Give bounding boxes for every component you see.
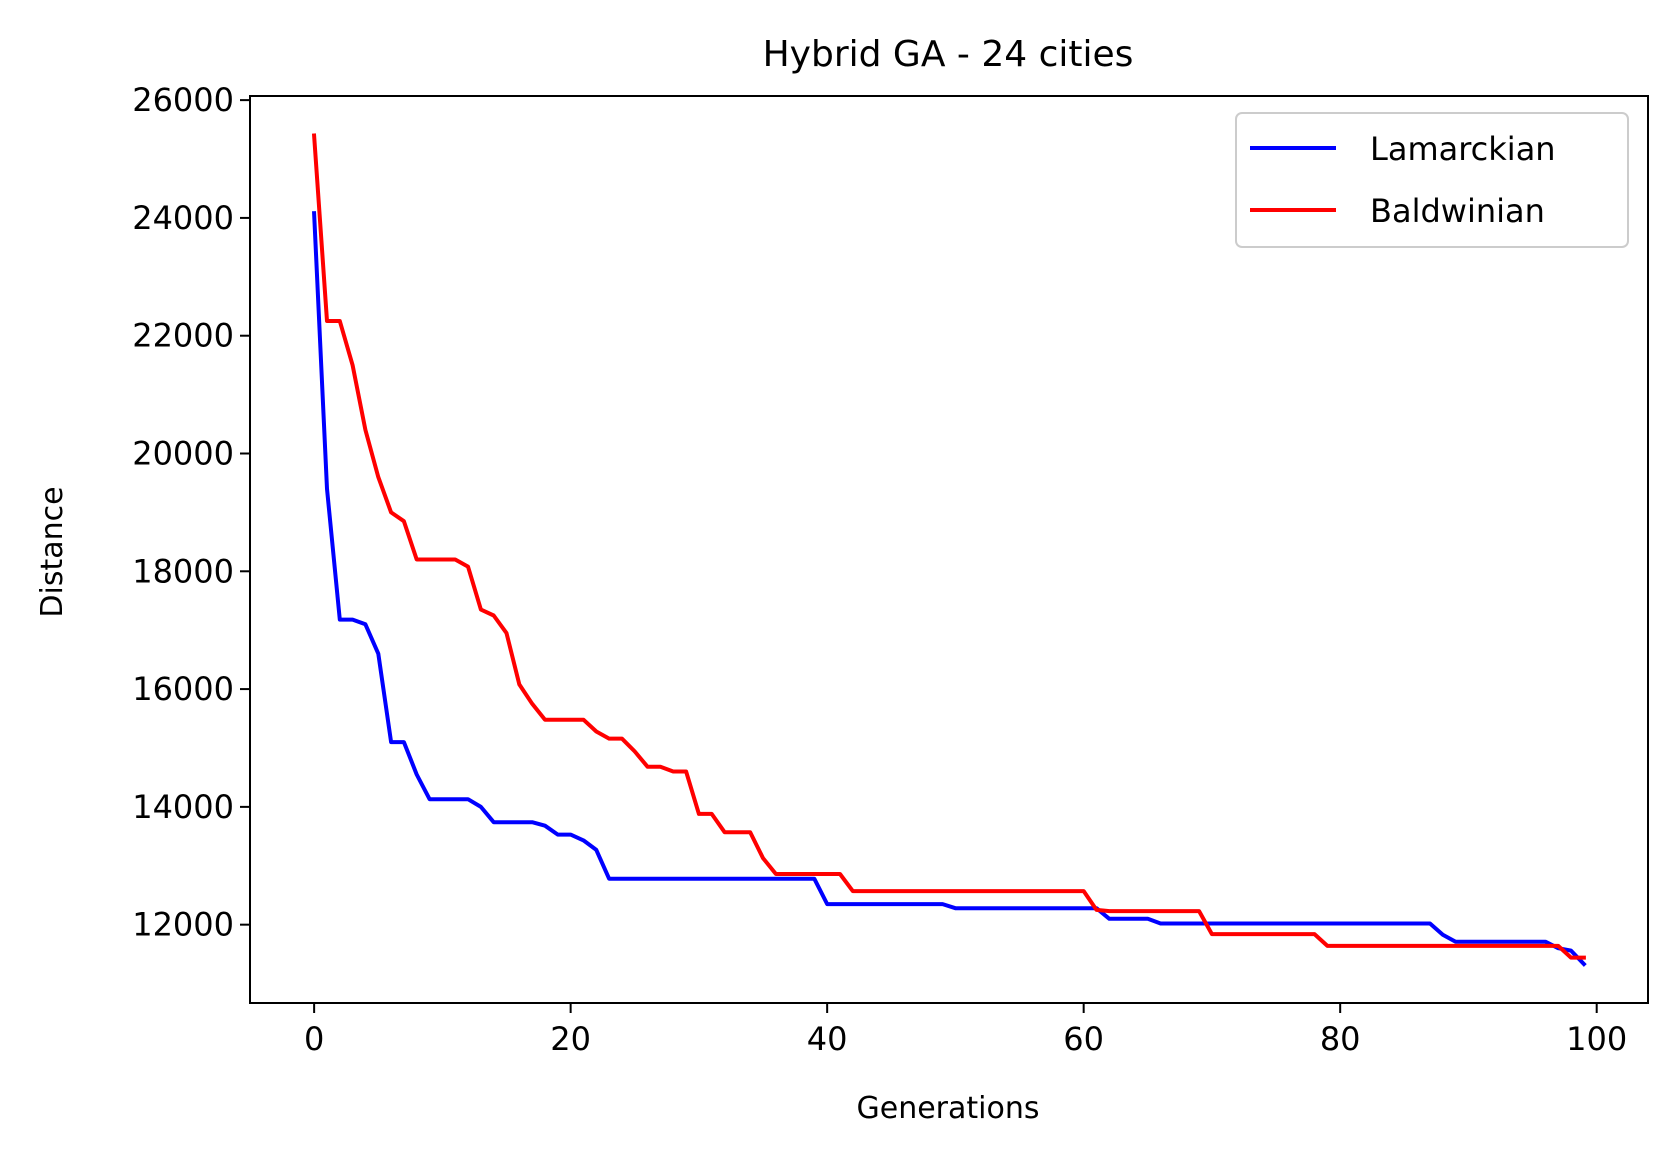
- legend-label-baldwinian: Baldwinian: [1370, 192, 1545, 230]
- x-tick-label: 0: [304, 1020, 324, 1058]
- x-tick-label: 60: [1063, 1020, 1104, 1058]
- x-axis-label: Generations: [857, 1091, 1040, 1126]
- x-tick-label: 80: [1320, 1020, 1361, 1058]
- chart-title: Hybrid GA - 24 cities: [763, 34, 1134, 75]
- y-tick-label: 20000: [132, 434, 234, 472]
- series-line-baldwinian: [311, 133, 1586, 960]
- y-tick-label: 14000: [132, 788, 234, 826]
- y-tick-label: 18000: [132, 552, 234, 590]
- plot-frame: [249, 95, 1649, 1004]
- y-tick-label: 12000: [132, 906, 234, 944]
- axis-ticks: 0 20 40 60 80 100 12000 14000 16000 18000 20000 220…: [132, 81, 1627, 1058]
- x-tick-label: 100: [1566, 1020, 1627, 1058]
- plot-lines: [311, 133, 1587, 967]
- x-tick-label: 20: [550, 1020, 591, 1058]
- y-tick-label: 22000: [132, 317, 234, 355]
- legend-label-lamarckian: Lamarckian: [1370, 130, 1556, 168]
- legend: Lamarckian Baldwinian: [1235, 112, 1629, 248]
- series-line-lamarckian: [312, 211, 1587, 967]
- y-axis-label: Distance: [35, 486, 70, 617]
- x-tick-label: 40: [807, 1020, 848, 1058]
- y-tick-label: 16000: [132, 670, 234, 708]
- y-tick-label: 24000: [132, 199, 234, 237]
- y-tick-label: 26000: [132, 81, 234, 119]
